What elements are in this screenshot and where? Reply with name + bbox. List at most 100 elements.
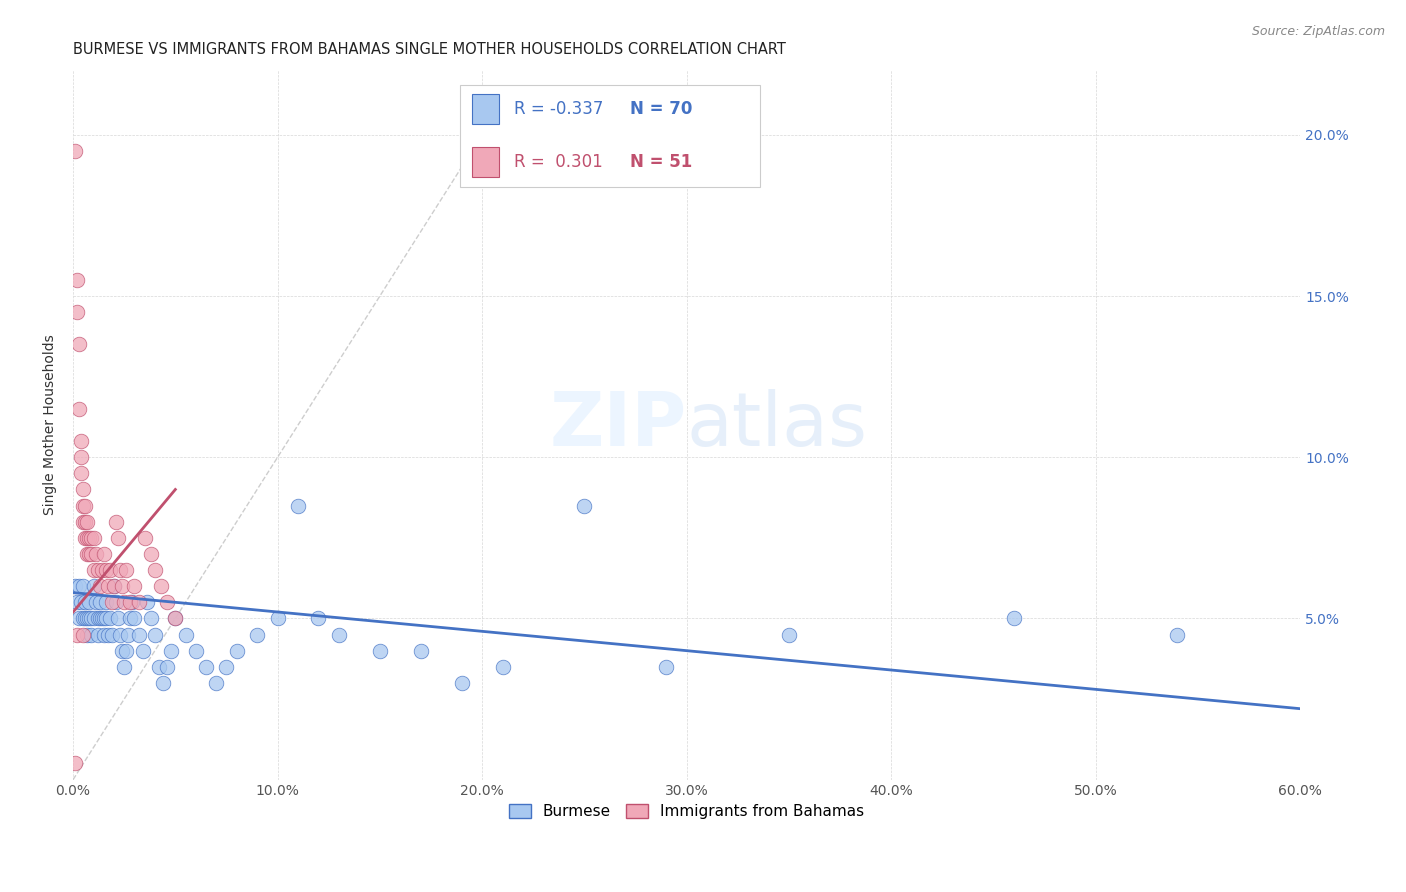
Point bbox=[63, 144, 86, 158]
Point bbox=[1002, 611, 1025, 625]
Point bbox=[76, 515, 98, 529]
Point bbox=[84, 595, 107, 609]
Point bbox=[70, 450, 93, 465]
Point bbox=[93, 627, 115, 641]
Point bbox=[66, 305, 89, 319]
Point bbox=[97, 579, 120, 593]
Point bbox=[63, 756, 86, 771]
Point bbox=[1166, 627, 1188, 641]
Point bbox=[79, 611, 101, 625]
Point bbox=[128, 595, 150, 609]
Point bbox=[103, 579, 125, 593]
Point bbox=[80, 531, 103, 545]
Point bbox=[72, 483, 94, 497]
Point bbox=[66, 627, 89, 641]
Point bbox=[72, 611, 94, 625]
Point bbox=[139, 611, 162, 625]
Point bbox=[101, 627, 124, 641]
Point bbox=[93, 611, 115, 625]
Point bbox=[94, 595, 117, 609]
Point bbox=[72, 515, 94, 529]
Point bbox=[83, 611, 105, 625]
Point bbox=[150, 579, 173, 593]
Point bbox=[97, 627, 120, 641]
Point bbox=[67, 611, 90, 625]
Point bbox=[75, 595, 97, 609]
Point bbox=[72, 627, 94, 641]
Point bbox=[101, 595, 124, 609]
Point bbox=[72, 499, 94, 513]
Point bbox=[121, 595, 143, 609]
Point bbox=[76, 611, 98, 625]
Point bbox=[574, 499, 596, 513]
Point bbox=[89, 595, 111, 609]
Point bbox=[70, 467, 93, 481]
Text: atlas: atlas bbox=[686, 389, 868, 461]
Point bbox=[76, 531, 98, 545]
Point bbox=[67, 401, 90, 416]
Text: R = -0.337: R = -0.337 bbox=[513, 100, 603, 118]
Text: R =  0.301: R = 0.301 bbox=[513, 153, 602, 171]
Point bbox=[124, 579, 146, 593]
Point bbox=[83, 563, 105, 577]
Point bbox=[120, 595, 142, 609]
Point bbox=[491, 660, 513, 674]
Point bbox=[70, 434, 93, 449]
Point bbox=[86, 611, 108, 625]
Text: ZIP: ZIP bbox=[550, 389, 686, 461]
Point bbox=[117, 627, 139, 641]
Point bbox=[246, 627, 269, 641]
Point bbox=[67, 337, 90, 351]
Point bbox=[134, 531, 156, 545]
Point bbox=[67, 579, 90, 593]
Point bbox=[778, 627, 800, 641]
Point bbox=[111, 643, 134, 657]
Point bbox=[89, 579, 111, 593]
Y-axis label: Single Mother Households: Single Mother Households bbox=[44, 334, 58, 516]
Point bbox=[72, 579, 94, 593]
Point bbox=[107, 611, 129, 625]
Point bbox=[86, 563, 108, 577]
Point bbox=[90, 563, 112, 577]
Point bbox=[66, 273, 89, 287]
Point bbox=[112, 660, 135, 674]
Point bbox=[328, 627, 350, 641]
Point bbox=[80, 547, 103, 561]
Point bbox=[75, 515, 97, 529]
Point bbox=[165, 611, 187, 625]
Point bbox=[79, 595, 101, 609]
Point bbox=[195, 660, 218, 674]
Point bbox=[115, 563, 138, 577]
Point bbox=[139, 547, 162, 561]
Point bbox=[80, 611, 103, 625]
Point bbox=[215, 660, 238, 674]
Point bbox=[205, 676, 228, 690]
Point bbox=[108, 627, 131, 641]
Point bbox=[111, 579, 134, 593]
Point bbox=[160, 643, 183, 657]
Point bbox=[98, 611, 121, 625]
Point bbox=[120, 611, 142, 625]
Point bbox=[165, 611, 187, 625]
Point bbox=[79, 531, 101, 545]
Point bbox=[83, 579, 105, 593]
Point bbox=[93, 547, 115, 561]
Point bbox=[84, 547, 107, 561]
Point bbox=[80, 627, 103, 641]
Text: BURMESE VS IMMIGRANTS FROM BAHAMAS SINGLE MOTHER HOUSEHOLDS CORRELATION CHART: BURMESE VS IMMIGRANTS FROM BAHAMAS SINGL… bbox=[73, 42, 786, 57]
Point bbox=[83, 531, 105, 545]
Point bbox=[156, 595, 179, 609]
Point bbox=[90, 611, 112, 625]
Point bbox=[76, 547, 98, 561]
Point bbox=[409, 643, 432, 657]
Point bbox=[135, 595, 157, 609]
Text: N = 70: N = 70 bbox=[630, 100, 693, 118]
Point bbox=[368, 643, 391, 657]
Point bbox=[103, 579, 125, 593]
Point bbox=[94, 563, 117, 577]
Point bbox=[112, 595, 135, 609]
Point bbox=[75, 499, 97, 513]
Point bbox=[143, 627, 166, 641]
Point bbox=[266, 611, 288, 625]
Point bbox=[86, 627, 108, 641]
